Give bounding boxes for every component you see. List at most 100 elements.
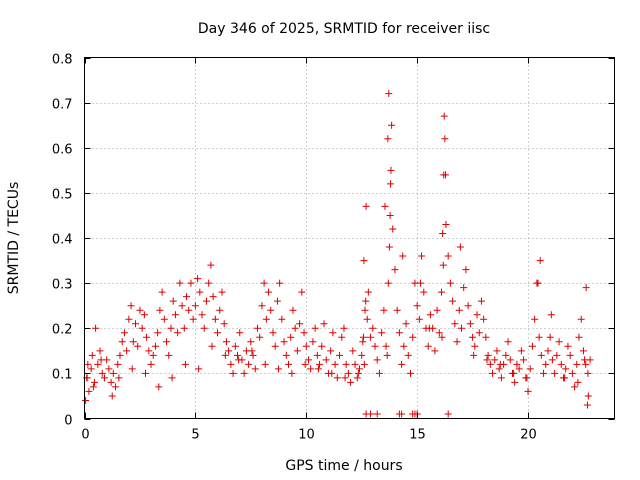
data-point	[341, 374, 349, 382]
data-point	[398, 410, 406, 418]
data-point	[384, 135, 392, 143]
data-point	[581, 356, 589, 364]
data-point	[504, 338, 512, 346]
data-point	[354, 369, 362, 377]
data-point	[225, 347, 233, 355]
data-point	[214, 329, 222, 337]
data-point	[115, 374, 123, 382]
data-point	[207, 261, 215, 269]
data-point	[293, 347, 301, 355]
data-point	[426, 311, 434, 319]
data-point	[235, 356, 243, 364]
data-point	[562, 365, 570, 373]
data-point	[367, 410, 375, 418]
data-point	[385, 90, 393, 98]
data-point	[151, 342, 159, 350]
data-point	[276, 279, 284, 287]
data-point	[316, 360, 324, 368]
data-point	[378, 329, 386, 337]
data-point	[546, 333, 554, 341]
data-point	[523, 374, 531, 382]
data-point	[391, 266, 399, 274]
data-point	[486, 360, 494, 368]
data-point	[200, 324, 208, 332]
data-point	[388, 121, 396, 129]
data-point	[90, 378, 98, 386]
data-point	[480, 315, 488, 323]
data-point	[381, 202, 389, 210]
data-point	[271, 342, 279, 350]
data-point	[304, 356, 312, 364]
data-point	[280, 338, 288, 346]
data-point	[198, 311, 206, 319]
data-point	[360, 360, 368, 368]
data-point	[528, 342, 536, 350]
data-point	[571, 383, 579, 391]
data-point	[196, 288, 204, 296]
data-point	[127, 302, 135, 310]
data-point	[433, 306, 441, 314]
data-point	[460, 284, 468, 292]
data-point	[88, 351, 96, 359]
data-point	[511, 378, 519, 386]
data-point	[296, 320, 304, 328]
data-point	[482, 333, 490, 341]
data-point	[510, 369, 518, 377]
x-tick-label: 15	[409, 428, 426, 443]
data-point	[584, 369, 592, 377]
data-point	[568, 369, 576, 377]
data-point	[373, 356, 381, 364]
y-axis-label: SRMTID / TECUs	[6, 182, 22, 295]
data-point	[108, 392, 116, 400]
data-point	[285, 360, 293, 368]
data-point	[489, 369, 497, 377]
data-point	[393, 306, 401, 314]
data-point	[261, 360, 269, 368]
data-point	[136, 306, 144, 314]
data-point	[451, 320, 459, 328]
data-point	[385, 243, 393, 251]
data-point	[441, 135, 449, 143]
data-point	[416, 279, 424, 287]
data-point	[375, 369, 383, 377]
data-point	[298, 288, 306, 296]
data-point	[496, 360, 504, 368]
data-point	[515, 365, 523, 373]
data-point	[307, 365, 315, 373]
data-point	[311, 324, 319, 332]
data-point	[362, 202, 370, 210]
data-point	[583, 401, 591, 409]
data-point	[158, 288, 166, 296]
data-point	[202, 297, 210, 305]
data-point	[318, 342, 326, 350]
data-point	[584, 392, 592, 400]
data-point	[138, 324, 146, 332]
data-point	[438, 288, 446, 296]
y-tick-label: 0.3	[52, 278, 73, 293]
data-point	[253, 324, 261, 332]
data-point	[105, 365, 113, 373]
data-point	[483, 356, 491, 364]
data-point	[211, 315, 219, 323]
data-point	[97, 356, 105, 364]
data-point	[149, 351, 157, 359]
data-point	[85, 387, 93, 395]
data-point	[209, 293, 217, 301]
data-point	[493, 347, 501, 355]
data-point	[553, 351, 561, 359]
x-tick-label: 0	[81, 428, 89, 443]
data-point	[446, 279, 454, 287]
data-point	[100, 374, 108, 382]
data-point	[400, 342, 408, 350]
data-point	[455, 306, 463, 314]
data-point	[128, 365, 136, 373]
data-point	[369, 324, 377, 332]
x-tick-label: 5	[191, 428, 199, 443]
data-point	[171, 311, 179, 319]
data-point	[120, 329, 128, 337]
data-points	[82, 90, 594, 418]
data-point	[216, 306, 224, 314]
data-point	[362, 297, 370, 305]
data-point	[564, 342, 572, 350]
data-point	[449, 297, 457, 305]
